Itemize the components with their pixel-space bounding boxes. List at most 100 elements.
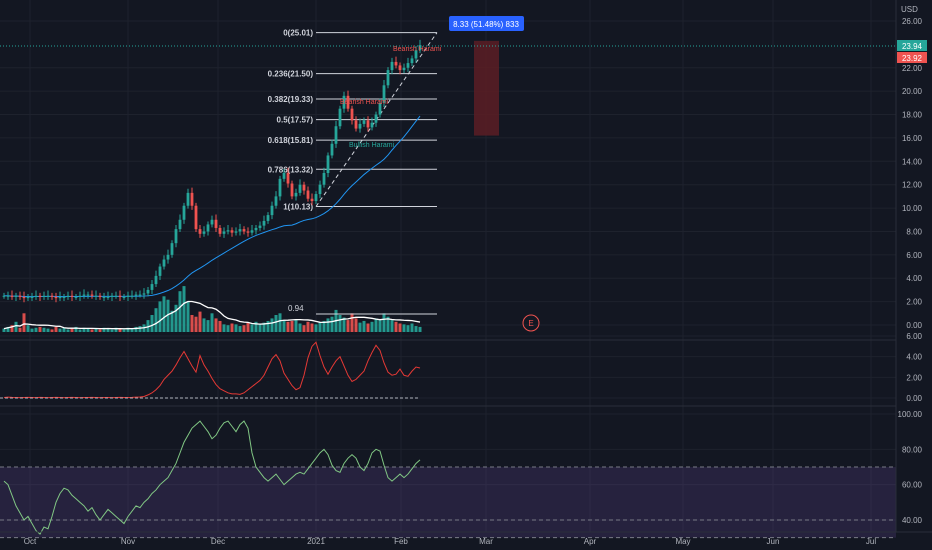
candle <box>110 292 114 302</box>
volume-bar <box>98 329 102 332</box>
volume-bar <box>198 311 202 332</box>
volume-bar <box>418 326 422 332</box>
volume-bar <box>214 318 218 332</box>
y-axis-ticks-atr: 6.00 4.00 2.00 0.00 <box>906 332 922 403</box>
volume-bar <box>242 325 246 332</box>
candle <box>258 221 262 231</box>
candle <box>282 168 286 182</box>
volume-bar <box>162 296 166 332</box>
volume-bar <box>174 304 178 332</box>
rsi-line <box>3 420 421 535</box>
volume-bar <box>398 323 402 332</box>
candle <box>338 105 342 130</box>
x-tick: Oct <box>24 537 37 546</box>
y-tick-main: 26.00 <box>902 17 923 26</box>
candle <box>54 292 58 303</box>
candle <box>350 105 354 125</box>
volume-bar <box>118 328 122 332</box>
fib-level-label: 0.618(15.81) <box>268 136 314 145</box>
candle <box>230 227 234 237</box>
candle <box>122 294 126 300</box>
candle <box>46 290 50 300</box>
y-tick-rsi: 60.00 <box>902 481 923 490</box>
volume-bar <box>210 313 214 332</box>
y-tick-rsi: 40.00 <box>902 516 923 525</box>
candle <box>162 255 166 270</box>
candle <box>202 226 206 237</box>
fib-level-label: 0(25.01) <box>283 29 313 38</box>
y-tick-main: 2.00 <box>906 298 922 307</box>
candle <box>242 226 246 235</box>
volume-bar <box>38 326 42 332</box>
candle <box>306 186 310 202</box>
candle <box>170 240 174 258</box>
candle <box>290 180 294 200</box>
candle <box>234 227 238 236</box>
volume-ma-line <box>3 300 421 330</box>
candle <box>26 294 30 302</box>
volume-bar <box>386 316 390 332</box>
candle <box>326 152 330 178</box>
volume-bar <box>82 327 86 332</box>
candle <box>38 292 42 302</box>
earnings-marker-text: E <box>528 319 533 328</box>
candle <box>22 291 26 303</box>
volume-bar <box>330 316 334 332</box>
volume-bar <box>94 328 98 332</box>
volume-bar <box>138 326 142 332</box>
volume-bar <box>122 329 126 332</box>
y-axis-ticks-main: 0.00 2.00 4.00 6.00 8.00 10.00 12.00 14.00 16.00… <box>902 17 923 330</box>
candle <box>2 292 6 299</box>
volume-bar <box>190 315 194 332</box>
volume-bar <box>206 320 210 332</box>
volume-bar <box>402 324 406 332</box>
candle <box>342 91 346 113</box>
candle <box>406 57 410 72</box>
candle <box>214 214 218 233</box>
candle <box>62 294 66 302</box>
volume-bar <box>358 322 362 332</box>
candle <box>310 193 314 206</box>
price-candles <box>2 39 422 303</box>
volume-bar <box>78 329 82 332</box>
volume-bar <box>202 318 206 332</box>
volume-bar <box>238 326 242 332</box>
fib-level-label: 1(10.13) <box>283 203 313 212</box>
last-price-labels: 23.94 23.92 <box>0 40 927 63</box>
y-tick-rsi: 100.00 <box>898 410 923 419</box>
candle <box>90 290 94 299</box>
volume-bar <box>158 301 162 332</box>
candle <box>334 120 338 148</box>
y-tick-main: 8.00 <box>906 227 922 236</box>
volume-bar <box>114 327 118 332</box>
volume-bar <box>326 318 330 332</box>
candle <box>30 292 34 302</box>
volume-bar <box>390 319 394 332</box>
candle <box>358 118 362 133</box>
volume-bar <box>102 327 106 332</box>
volume-bar <box>246 322 250 332</box>
candle <box>34 290 38 300</box>
earnings-marker[interactable]: E <box>522 314 540 332</box>
candle <box>182 202 186 224</box>
candle <box>74 294 78 300</box>
volume-bar <box>130 328 134 332</box>
fibonacci-retracement[interactable]: 0(25.01) 0.236(21.50) 0.382(19.33) 0.5(17.5… <box>268 29 437 315</box>
candle <box>178 214 182 233</box>
candle <box>346 90 350 112</box>
volume-bar <box>342 317 346 332</box>
volume-bar <box>382 313 386 332</box>
candle <box>370 117 374 131</box>
measure-box[interactable] <box>474 40 499 136</box>
x-tick: Feb <box>394 537 408 546</box>
candle <box>274 191 278 209</box>
volume-bar <box>66 329 70 332</box>
volume-bar <box>110 329 114 332</box>
volume-bar <box>410 323 414 332</box>
volume-bar <box>414 326 418 332</box>
x-tick: May <box>675 537 690 546</box>
candle <box>322 167 326 188</box>
candle <box>266 212 270 224</box>
